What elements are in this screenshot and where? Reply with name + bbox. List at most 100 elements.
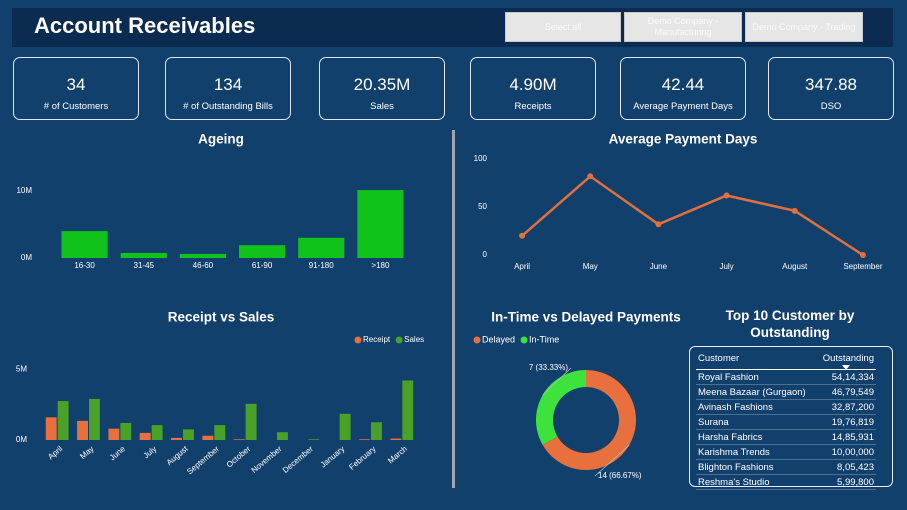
y-tick-label: 5M (16, 364, 27, 373)
legend-swatch (395, 336, 403, 344)
legend-label: Receipt (363, 335, 391, 344)
x-tick-label: 91-180 (309, 261, 334, 270)
kpi-value: 42.44 (661, 75, 705, 94)
bar (171, 437, 182, 440)
x-tick-label: 31-45 (134, 261, 155, 270)
table-cell: 10,00,000 (816, 444, 876, 460)
divider (452, 130, 455, 488)
kpi-card: 34 # of Customers (13, 57, 139, 120)
bar (89, 398, 100, 440)
x-tick-label: May (78, 444, 95, 461)
table-box: Customer Outstanding Royal Fashion 54,14,… (689, 346, 893, 490)
filter-button[interactable]: Demo Company - Trading (745, 12, 863, 42)
bar (120, 423, 132, 440)
bar (239, 245, 286, 258)
y-tick-label: 50 (478, 202, 487, 211)
y-tick-label: 0M (21, 253, 32, 262)
table-row: Blighton Fashions 8,05,423 (696, 459, 876, 475)
kpi-value: 4.90M (509, 75, 557, 94)
bar (61, 231, 108, 258)
legend-swatch (473, 336, 481, 344)
bar (371, 422, 382, 440)
table-row: Reshma's Studio 5,99,800 (696, 474, 876, 490)
x-tick-label: 46-60 (193, 261, 214, 270)
bar (233, 439, 245, 440)
kpi-value: 134 (213, 75, 243, 94)
table-cell: 5,99,800 (816, 474, 876, 490)
table-cell: 8,05,423 (816, 459, 876, 475)
bar (45, 417, 57, 440)
chart-title: In-Time vs Delayed Payments (491, 310, 681, 325)
x-tick-label: 61-90 (252, 261, 273, 270)
bar (183, 429, 194, 440)
page-title: Account Receivables (34, 13, 256, 38)
x-tick-label: 16-30 (74, 261, 95, 270)
legend-label: Sales (404, 335, 424, 344)
table-row: Avinash Fashions 32,87,200 (696, 399, 876, 415)
table-row: Surana 19,76,819 (696, 414, 876, 430)
donut-slice (536, 370, 586, 445)
table-title: Top 10 Customer by Outstanding (725, 308, 855, 340)
bar (139, 432, 151, 440)
kpi-label: # of Customers (43, 101, 109, 112)
kpi-label: Receipts (514, 101, 552, 112)
table-cell: 54,14,334 (816, 369, 876, 385)
kpi-value: 347.88 (805, 75, 857, 94)
legend-swatch (520, 336, 528, 344)
kpi-card: 4.90M Receipts (470, 57, 596, 120)
donut-slice (542, 370, 637, 470)
x-tick-label: December (281, 444, 315, 475)
table-cell: 19,76,819 (816, 414, 876, 430)
kpi-card: 42.44 Average Payment Days (620, 57, 746, 120)
x-tick-label: June (650, 262, 668, 271)
kpi-label: Average Payment Days (633, 101, 733, 112)
bar (214, 425, 226, 440)
chart-title: Average Payment Days (609, 132, 758, 147)
table-cell: Blighton Fashions (696, 459, 817, 475)
chart-title: Receipt vs Sales (168, 310, 275, 325)
column-header[interactable]: Customer (696, 351, 817, 370)
x-tick-label: September (185, 444, 221, 476)
table-cell: Karishma Trends (696, 444, 817, 460)
table-cell: Surana (696, 414, 817, 430)
x-tick-label: August (165, 444, 190, 467)
column-header[interactable]: Outstanding (816, 351, 876, 370)
table-row: Royal Fashion 54,14,334 (696, 369, 876, 385)
kpi-card: 347.88 DSO (768, 57, 894, 120)
leader-line (542, 367, 572, 396)
x-tick-label: January (319, 444, 347, 469)
table-cell: 46,79,549 (816, 384, 876, 400)
line (521, 174, 864, 257)
bar (245, 403, 257, 440)
x-tick-label: >180 (371, 261, 390, 270)
x-tick-label: August (782, 262, 808, 271)
column-header-text: Outstanding (822, 353, 874, 364)
kpi-card: 134 # of Outstanding Bills (165, 57, 291, 120)
kpi-label: # of Outstanding Bills (183, 101, 273, 112)
filter-button[interactable]: Select all (505, 12, 621, 42)
legend-swatch (354, 336, 362, 344)
data-label: 7 (33.33%) (529, 363, 568, 372)
table-row: Harsha Fabrics 14,85,931 (696, 429, 876, 445)
line-marker (723, 192, 730, 199)
bar (77, 420, 88, 440)
line-marker (859, 252, 866, 258)
bar (179, 253, 226, 258)
y-tick-label: 0M (16, 435, 27, 444)
table-cell: Avinash Fashions (696, 399, 817, 415)
table: Customer Outstanding Royal Fashion 54,14,… (696, 351, 876, 490)
kpi-value: 34 (66, 75, 86, 94)
bar (402, 380, 414, 440)
table-cell: 32,87,200 (816, 399, 876, 415)
table-cell: Royal Fashion (696, 369, 817, 385)
y-tick-label: 0 (483, 250, 488, 259)
line-marker (587, 173, 594, 180)
table-cell: Harsha Fabrics (696, 429, 817, 445)
x-tick-label: July (142, 444, 159, 460)
chart-title: Ageing (198, 132, 244, 147)
filter-button[interactable]: Demo Company - Manufacturing (624, 12, 742, 42)
bar (108, 428, 120, 440)
table-row: Karishma Trends 10,00,000 (696, 444, 876, 460)
x-tick-label: October (225, 444, 253, 469)
legend-label: In-Time (529, 334, 559, 344)
